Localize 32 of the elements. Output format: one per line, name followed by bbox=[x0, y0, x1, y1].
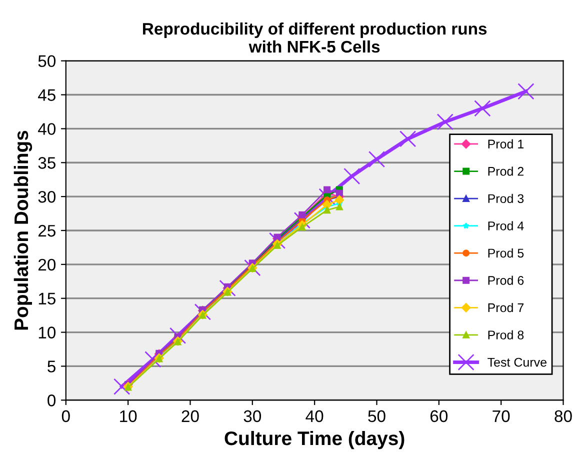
legend-label: Prod 5 bbox=[488, 248, 524, 258]
x-axis-title: Culture Time (days) bbox=[224, 430, 404, 450]
y-axis-title: Population Doublings bbox=[14, 130, 32, 330]
x-tick-label: 10 bbox=[120, 410, 137, 422]
y-tick-label: 50 bbox=[38, 55, 56, 68]
y-tick-label: 10 bbox=[38, 326, 56, 338]
y-tick-label: 20 bbox=[38, 258, 56, 271]
y-tick-label: 15 bbox=[38, 292, 56, 305]
chart-title: Reproducibility of different production runs with NFK-5 Cells bbox=[143, 22, 487, 53]
legend-label: Prod 6 bbox=[488, 276, 524, 285]
legend-label: Prod 2 bbox=[488, 166, 524, 176]
x-tick-label: 40 bbox=[306, 410, 324, 422]
x-tick-label: 0 bbox=[62, 410, 70, 422]
legend-label: Prod 8 bbox=[488, 330, 524, 340]
x-tick-label: 70 bbox=[492, 410, 510, 422]
x-tick-label: 60 bbox=[430, 410, 448, 422]
x-tick-label: 50 bbox=[368, 410, 386, 422]
x-tick-label: 20 bbox=[182, 410, 199, 422]
legend-label: Prod 3 bbox=[488, 194, 524, 204]
legend-label: Prod 4 bbox=[488, 221, 524, 230]
y-tick-label: 45 bbox=[38, 89, 56, 101]
y-tick-label: 25 bbox=[38, 224, 56, 237]
x-tick-label: 80 bbox=[554, 410, 572, 422]
legend-label: Prod 7 bbox=[488, 302, 524, 312]
y-tick-label: 35 bbox=[38, 157, 56, 169]
x-tick-label: 30 bbox=[244, 410, 262, 422]
y-tick-label: 30 bbox=[38, 190, 56, 203]
legend-label: Prod 1 bbox=[488, 139, 524, 148]
legend-label: Test Curve bbox=[488, 358, 546, 367]
y-tick-label: 40 bbox=[38, 123, 56, 135]
y-tick-label: 5 bbox=[48, 360, 56, 372]
y-tick-label: 0 bbox=[48, 394, 56, 406]
